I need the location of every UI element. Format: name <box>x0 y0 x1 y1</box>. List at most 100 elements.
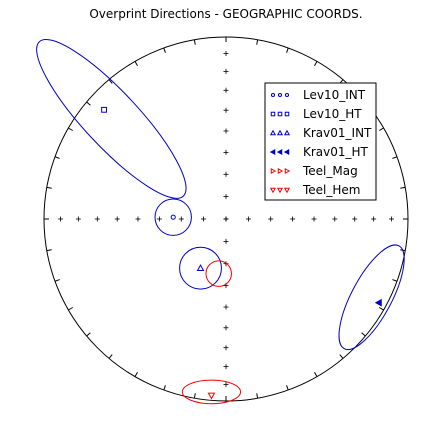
tick-mark <box>68 307 73 311</box>
axis-cross <box>223 304 229 310</box>
axis-cross <box>371 216 377 222</box>
tick-mark <box>134 61 138 66</box>
axis-cross <box>311 216 317 222</box>
legend-label: Lev10_HT <box>303 107 362 121</box>
axis-cross <box>388 216 394 222</box>
legend-label: Krav01_HT <box>303 145 369 159</box>
tick-mark <box>68 127 73 131</box>
tick-mark <box>256 393 259 399</box>
data-points <box>101 106 382 400</box>
legend: Lev10_INT Lev10_HT Krav01_INT Krav01_HT Teel… <box>264 82 377 201</box>
tick-mark <box>361 332 366 337</box>
legend-label: Teel_Hem <box>302 183 361 197</box>
axis-cross <box>245 216 251 222</box>
tick-mark <box>46 186 52 189</box>
axis-cross <box>223 194 229 200</box>
axis-cross <box>223 171 229 177</box>
axis-cross <box>223 107 229 113</box>
axis-cross <box>58 216 64 222</box>
tick-mark <box>286 385 289 391</box>
axis-cross <box>223 51 229 57</box>
legend-box <box>264 82 377 201</box>
legend-marker <box>269 148 276 156</box>
confidence-ellipse <box>338 244 405 351</box>
legend-marker <box>270 92 276 98</box>
axis-cross <box>75 216 81 222</box>
confidence-ellipse <box>36 38 187 199</box>
legend-marker <box>276 148 283 156</box>
axis-cross <box>223 216 229 222</box>
axis-cross <box>114 216 120 222</box>
tick-mark <box>392 156 398 159</box>
axis-cross <box>223 364 229 370</box>
axis-cross <box>223 128 229 134</box>
tick-mark <box>379 127 384 131</box>
legend-marker <box>283 148 290 156</box>
data-point <box>374 298 382 307</box>
tick-mark <box>256 39 259 45</box>
axis-crosses <box>58 51 394 387</box>
legend-marker <box>269 129 277 136</box>
tick-mark <box>286 47 289 53</box>
legend-entry: Teel_Mag <box>270 164 358 178</box>
axis-cross <box>223 149 229 155</box>
axis-cross <box>290 216 296 222</box>
legend-marker <box>284 92 290 98</box>
legend-marker <box>283 187 291 194</box>
legend-marker <box>284 167 291 175</box>
tick-mark <box>54 156 60 159</box>
legend-entry: Teel_Hem <box>269 183 361 197</box>
legend-marker <box>276 187 284 194</box>
axis-cross <box>332 216 338 222</box>
axis-cross <box>156 216 162 222</box>
confidence-ellipse <box>154 198 192 236</box>
confidence-ellipse <box>205 260 232 287</box>
axis-cross <box>223 325 229 331</box>
tick-mark <box>86 101 91 106</box>
legend-marker <box>283 129 291 136</box>
data-point <box>101 106 107 113</box>
axis-cross <box>178 216 184 222</box>
legend-entry: Krav01_HT <box>269 145 369 159</box>
tick-mark <box>134 372 138 377</box>
tick-mark <box>400 186 406 189</box>
axis-cross <box>94 216 100 222</box>
axis-cross <box>223 381 229 387</box>
data-point <box>207 392 216 400</box>
axis-cross <box>223 68 229 74</box>
axis-cross <box>268 216 274 222</box>
legend-marker <box>284 111 290 117</box>
legend-entry: Krav01_INT <box>269 126 372 140</box>
chart-title: Overprint Directions - GEOGRAPHIC COORDS… <box>89 7 362 21</box>
axis-cross <box>201 216 207 222</box>
tick-mark <box>54 279 60 282</box>
axis-cross <box>352 216 358 222</box>
tick-mark <box>108 354 113 359</box>
legend-marker <box>270 111 276 117</box>
axis-cross <box>223 345 229 351</box>
tick-mark <box>163 385 166 391</box>
legend-marker <box>276 129 284 136</box>
axis-cross <box>223 238 229 244</box>
data-point <box>196 264 205 272</box>
confidence-ellipses <box>36 38 405 405</box>
legend-marker <box>277 92 283 98</box>
legend-label: Teel_Mag <box>302 164 358 178</box>
tick-mark <box>193 393 196 399</box>
tick-mark <box>163 47 166 53</box>
legend-marker <box>269 187 277 194</box>
tick-mark <box>193 39 196 45</box>
tick-mark <box>108 79 113 84</box>
confidence-ellipse <box>181 379 242 405</box>
axis-cross <box>135 216 141 222</box>
tick-mark <box>314 372 318 377</box>
legend-marker <box>277 167 284 175</box>
axis-cross <box>223 87 229 93</box>
tick-mark <box>379 307 384 311</box>
tick-mark <box>46 249 52 252</box>
tick-marks <box>44 37 408 401</box>
legend-entry: Lev10_HT <box>270 107 362 121</box>
legend-marker <box>277 111 283 117</box>
legend-label: Krav01_INT <box>303 126 372 140</box>
